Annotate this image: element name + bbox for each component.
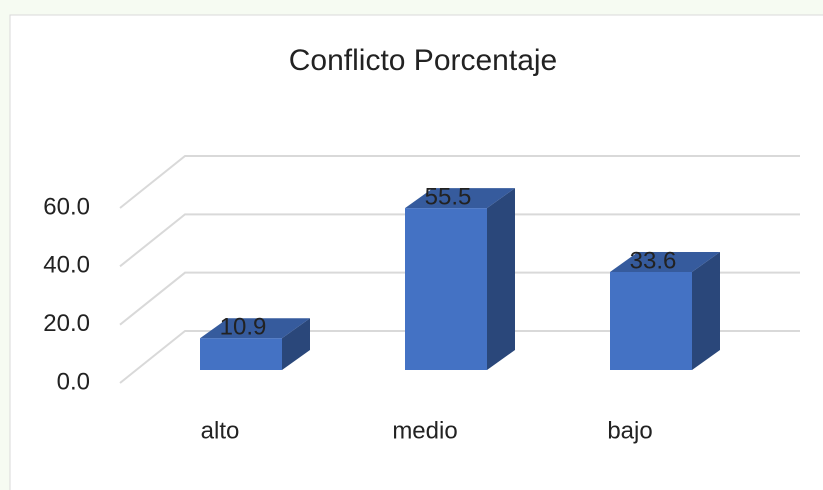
- chart-title: Conflicto Porcentaje: [289, 44, 557, 77]
- x-tick-label: alto: [201, 417, 240, 444]
- y-tick-label: 40.0: [43, 252, 90, 279]
- data-label: 33.6: [630, 247, 677, 274]
- grid-line: [119, 271, 800, 326]
- x-tick-label: medio: [392, 417, 457, 444]
- bar-side: [282, 318, 310, 370]
- bar-top: [610, 252, 720, 272]
- data-label: 55.5: [425, 183, 472, 210]
- bar-side: [487, 188, 515, 370]
- bar: [405, 208, 487, 370]
- y-tick-label: 20.0: [43, 310, 90, 337]
- y-tick-label: 0.0: [57, 368, 90, 395]
- x-tick-label: bajo: [607, 417, 652, 444]
- bar: [200, 338, 282, 370]
- bar-side: [692, 252, 720, 370]
- bar-top: [200, 318, 310, 339]
- grid-line: [119, 155, 800, 209]
- bar-top: [405, 188, 515, 209]
- grid-line: [119, 330, 800, 384]
- bar: [610, 272, 692, 370]
- grid-line: [119, 213, 800, 268]
- data-label: 10.9: [220, 314, 267, 341]
- y-tick-label: 60.0: [43, 193, 90, 220]
